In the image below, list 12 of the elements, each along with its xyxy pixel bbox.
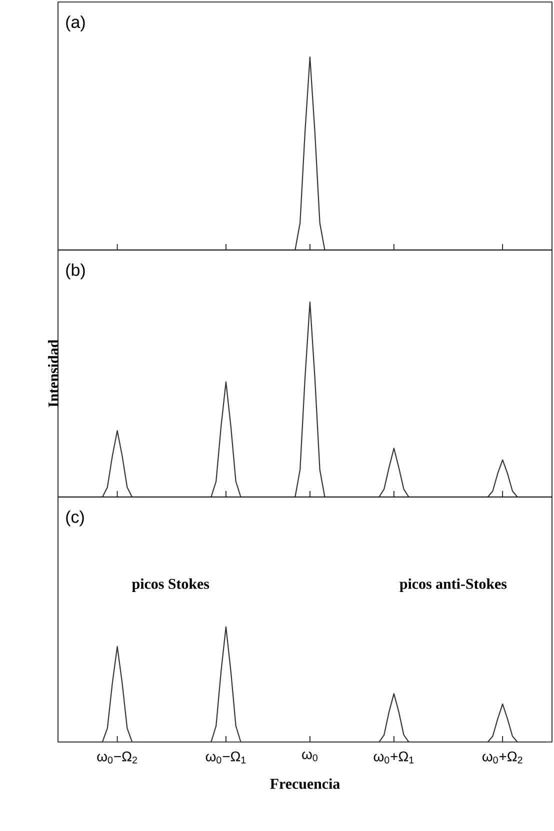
x-tick-label: ω$_{0}$+Ω$_{2}$ <box>482 752 522 764</box>
x-tick-label: ω$_{0}$−Ω$_{1}$ <box>206 752 246 764</box>
text: picos anti-Stokes <box>400 578 507 592</box>
text: (c) <box>66 510 84 526</box>
text: (b) <box>66 264 85 280</box>
x-tick-label: ω$_{0}$−Ω$_{2}$ <box>97 752 137 764</box>
y-axis-title: Intensidad <box>48 340 58 408</box>
x-tick-label: ω$_{0}$+Ω$_{1}$ <box>374 752 414 764</box>
x-axis-title: Frecuencia <box>270 778 340 789</box>
x-tick-label: ω$_{0}$ <box>302 752 318 762</box>
text: picos Stokes <box>132 578 210 592</box>
text: (a) <box>66 16 85 32</box>
